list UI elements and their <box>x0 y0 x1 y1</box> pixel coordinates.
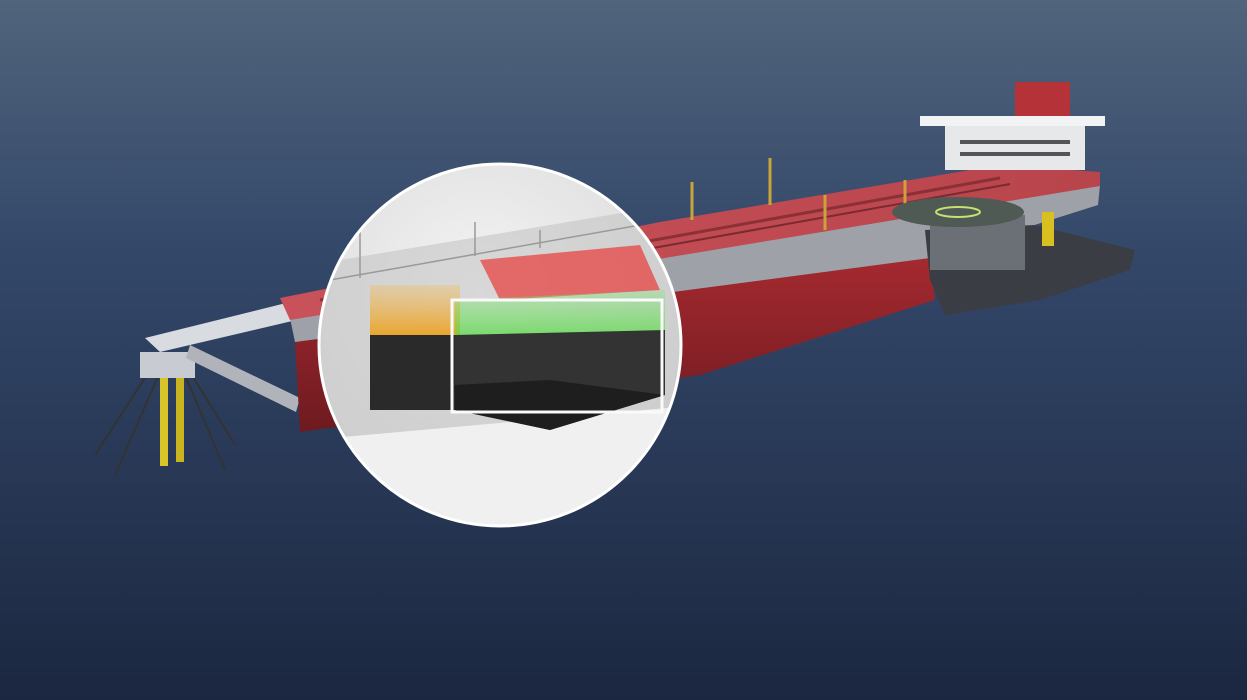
mooring-tower <box>94 302 305 476</box>
support-vessel <box>892 197 1135 315</box>
